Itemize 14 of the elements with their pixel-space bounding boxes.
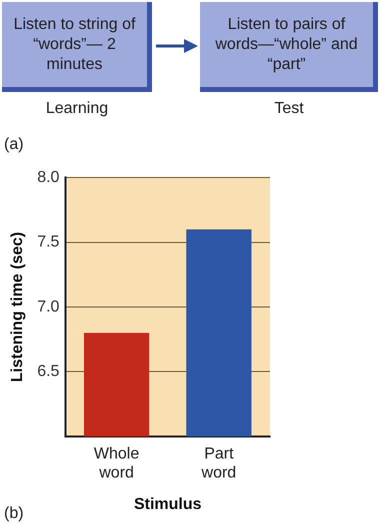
y-tick-label: 6.5 [37,363,60,380]
x-tick-label: Whole word [94,445,140,482]
text: (b) [4,505,24,523]
x-axis-title: Stimulus [134,496,202,513]
text-box: Listen to pairs of words—“whole” and “part” [200,2,378,92]
y-tick-label: 7.0 [37,298,60,316]
text: (a) [4,136,24,154]
y-tick-label: 8.0 [37,169,60,186]
text-box: Listen to string of “words”— 2 minutes [2,2,152,92]
x-tick-label: Part word [200,445,236,482]
y-axis-title: Listening time (sec) [9,232,26,382]
y-tick-label: 7.5 [37,234,60,251]
text: Learning [44,100,110,118]
text: Test [273,100,305,118]
